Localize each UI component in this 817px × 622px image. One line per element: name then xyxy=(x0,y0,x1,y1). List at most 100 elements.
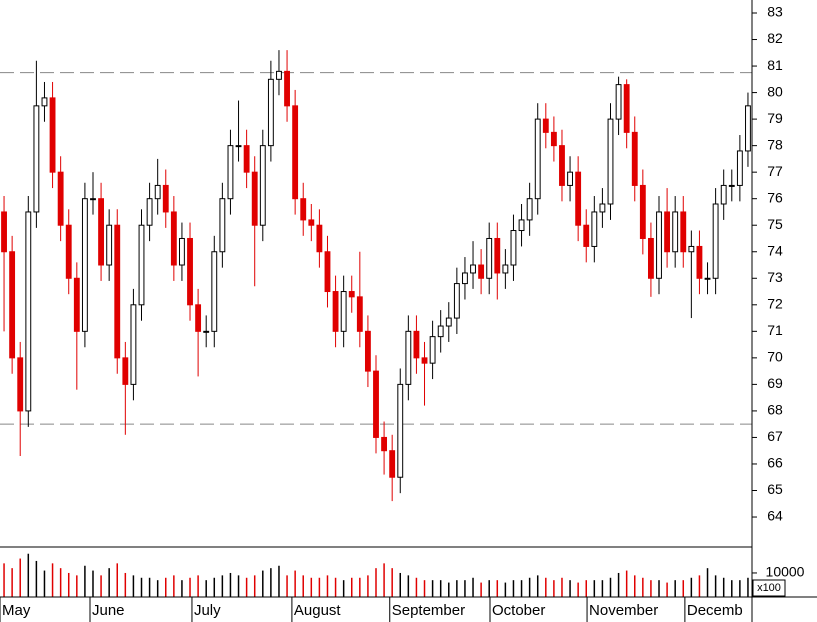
candle-body xyxy=(41,97,48,107)
candle-body xyxy=(33,105,40,213)
y-tick-label: 77 xyxy=(767,163,783,179)
candle-body xyxy=(300,198,307,221)
candle-body xyxy=(356,296,363,332)
y-tick-label: 78 xyxy=(767,136,783,152)
candle-body xyxy=(138,224,145,306)
candle-body xyxy=(17,357,24,412)
candle-body xyxy=(478,264,485,279)
candle-body xyxy=(154,184,161,200)
candle-body xyxy=(534,118,541,200)
candle-body xyxy=(470,264,476,274)
y-tick-label: 83 xyxy=(767,4,783,20)
candle-body xyxy=(162,184,169,213)
candle-body xyxy=(251,171,258,226)
candle-body xyxy=(575,171,582,226)
candle-body xyxy=(639,184,646,239)
candle-body xyxy=(599,203,606,213)
candle-body xyxy=(316,224,323,253)
candle-body xyxy=(308,219,315,226)
candle-body xyxy=(49,97,56,173)
candle-body xyxy=(332,291,339,332)
y-tick-label: 75 xyxy=(767,216,783,232)
candle-body xyxy=(591,211,598,247)
y-tick-label: 73 xyxy=(767,269,783,285)
y-tick-label: 79 xyxy=(767,110,783,126)
candle-body xyxy=(98,198,105,266)
candle-body xyxy=(276,70,282,80)
candle-body xyxy=(704,277,711,280)
candle-body xyxy=(227,145,234,200)
y-tick-label: 64 xyxy=(767,508,783,524)
x-tick-label: August xyxy=(294,602,342,619)
candle-body xyxy=(413,330,420,359)
candle-body xyxy=(462,272,468,285)
y-tick-label: 68 xyxy=(767,402,783,418)
candle-body xyxy=(170,211,177,266)
candle-body xyxy=(672,211,679,253)
candle-body xyxy=(712,203,719,279)
candle-body xyxy=(292,105,299,200)
candle-body xyxy=(397,383,404,478)
candle-body xyxy=(81,198,88,332)
candle-body xyxy=(235,145,242,148)
candle-body xyxy=(373,370,379,438)
candle-body xyxy=(421,357,428,364)
candle-body xyxy=(259,145,266,226)
x-tick-label: June xyxy=(92,602,125,619)
candle-body xyxy=(9,251,16,359)
candle-body xyxy=(114,224,121,359)
y-tick-label: 69 xyxy=(767,375,783,391)
x-tick-label: November xyxy=(589,602,658,619)
candle-body xyxy=(696,245,703,279)
volume-unit-box xyxy=(752,579,786,597)
candle-body xyxy=(324,251,331,293)
candle-body xyxy=(664,211,671,253)
candle-body xyxy=(364,330,371,372)
candle-body xyxy=(720,184,727,205)
candle-body xyxy=(623,84,630,133)
candle-body xyxy=(736,150,743,186)
candle-body xyxy=(453,283,460,319)
candle-body xyxy=(267,78,274,147)
candle-body xyxy=(106,224,113,266)
candle-body xyxy=(122,357,129,385)
candle-body xyxy=(73,277,80,332)
candle-body xyxy=(211,251,218,332)
candle-body xyxy=(745,105,751,152)
candle-body xyxy=(518,219,525,232)
candle-body xyxy=(583,224,590,247)
candle-body xyxy=(526,198,533,221)
candle-body xyxy=(146,198,153,226)
y-tick-label: 76 xyxy=(767,189,783,205)
candle-body xyxy=(57,171,64,226)
candle-body xyxy=(25,211,32,412)
candle-body xyxy=(486,237,493,279)
volume-tick-label: 10000 xyxy=(766,564,805,580)
candle-body xyxy=(284,70,290,107)
candle-body xyxy=(567,171,573,186)
x-tick-label: May xyxy=(2,602,31,619)
x-tick-label: September xyxy=(392,602,465,619)
candle-body xyxy=(130,304,137,385)
candle-body xyxy=(437,325,444,338)
x-tick-label: July xyxy=(194,602,221,619)
candle-body xyxy=(607,118,614,205)
y-tick-label: 66 xyxy=(767,455,783,471)
y-tick-label: 82 xyxy=(767,30,783,46)
candle-body xyxy=(405,330,412,385)
y-tick-label: 67 xyxy=(767,428,783,444)
candle-body xyxy=(1,211,7,253)
y-tick-label: 71 xyxy=(767,322,783,338)
candle-body xyxy=(243,145,250,173)
candle-body xyxy=(542,118,549,133)
y-tick-label: 72 xyxy=(767,296,783,312)
candle-body xyxy=(631,131,638,186)
x-tick-label: Decemb xyxy=(687,602,743,619)
volume-unit: x100 xyxy=(757,582,781,594)
candle-body xyxy=(680,211,687,253)
candle-body xyxy=(510,230,517,266)
candle-body xyxy=(647,237,654,279)
candle-body xyxy=(179,237,185,266)
